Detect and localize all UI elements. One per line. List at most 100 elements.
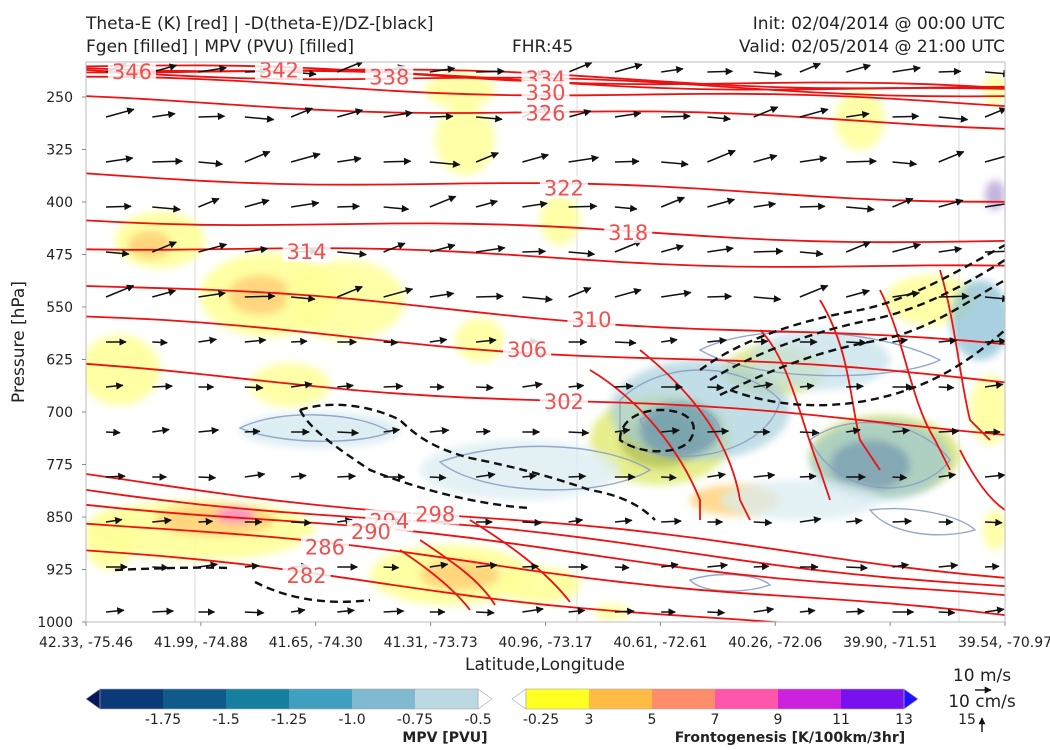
wind-vector — [522, 562, 540, 571]
wind-key: 10 m/s 10 cm/s — [948, 666, 1016, 732]
wind-vector — [892, 290, 920, 298]
wind-vector — [198, 65, 227, 73]
wind-vector — [337, 472, 357, 481]
theta-e-contour — [86, 503, 1005, 596]
wind-vector — [152, 517, 172, 525]
wind-vector — [290, 152, 321, 163]
wind-vector — [661, 517, 682, 526]
wind-vector — [984, 471, 1005, 480]
colorbar-tick-label: 11 — [832, 712, 850, 728]
wind-vector — [892, 112, 920, 121]
wind-vector — [846, 338, 867, 347]
y-tick-label: 775 — [46, 458, 73, 474]
wind-vector — [568, 249, 596, 258]
wind-vector — [429, 195, 457, 208]
theta-e-contour — [86, 522, 1005, 616]
wind-vector — [892, 473, 908, 482]
wind-vector — [383, 607, 405, 616]
wind-vector — [522, 152, 550, 163]
theta-e-label: 290 — [351, 520, 391, 544]
valid-time: Valid: 02/05/2014 @ 21:00 UTC — [739, 37, 1005, 57]
wind-vector — [244, 471, 266, 479]
fgen-colorbar-label: Frontogenesis [K/100km/3hr] — [675, 730, 905, 746]
wind-vector — [661, 473, 677, 482]
wind-vector — [661, 289, 692, 298]
wind-vector — [244, 427, 261, 436]
wind-vector — [198, 426, 220, 435]
colorbar-tick-label: -1.0 — [338, 712, 365, 728]
wind-vector — [846, 427, 861, 435]
wind-vector — [661, 112, 691, 121]
wind-vector — [383, 338, 399, 347]
colorbar-frame — [525, 688, 905, 710]
wind-vector — [938, 337, 958, 345]
wind-vector — [337, 62, 364, 73]
wind-vector — [291, 518, 312, 527]
wind-vector — [799, 472, 817, 481]
theta-e-front-contours — [399, 269, 1005, 611]
wind-vector — [152, 288, 177, 298]
wind-vector — [707, 67, 734, 76]
wind-vector — [799, 155, 828, 163]
wind-vector — [522, 295, 553, 303]
wind-vector — [707, 608, 726, 617]
wind-vector — [198, 112, 226, 121]
wind-vector — [337, 108, 364, 118]
theta-e-label: 286 — [305, 535, 345, 559]
wind-vector — [244, 292, 276, 301]
mpv-colorbar: -1.75 -1.5 -1.25 -1.0 -0.75 -0.5 -0.25 — [85, 688, 559, 728]
colorbar-tick-label: -1.25 — [271, 712, 307, 728]
theta-e-label-bg — [300, 535, 349, 558]
wind-vector — [105, 284, 135, 298]
wind-vector — [707, 149, 736, 163]
theta-e-label: 302 — [544, 390, 584, 414]
wind-vector — [938, 292, 970, 301]
theta-e-label-bg — [282, 564, 331, 587]
x-tick-label: 40.96, -73.17 — [498, 635, 592, 651]
x-tick-label: 39.90, -71.51 — [843, 635, 937, 651]
fgen-colorbar: 3 5 7 9 11 13 15 — [511, 688, 976, 728]
wind-vector — [799, 107, 829, 118]
wind-vector — [661, 427, 680, 435]
wind-vector — [337, 382, 354, 390]
wind-vector — [105, 202, 132, 211]
wind-vector — [429, 561, 449, 570]
wind-vector — [383, 382, 404, 391]
forecast-hour: FHR:45 — [512, 37, 574, 57]
wind-vector — [846, 157, 877, 166]
wind-vector — [753, 295, 782, 303]
wind-vector — [429, 243, 456, 253]
wind-vector — [753, 518, 773, 527]
wind-vector — [522, 472, 538, 481]
wind-vector — [707, 197, 736, 208]
wind-vector — [291, 472, 307, 480]
wind-vector — [892, 197, 914, 208]
wind-vector — [105, 607, 125, 615]
colorbar-tick-label: -0.5 — [464, 712, 491, 728]
x-tick-label: 40.61, -72.61 — [613, 635, 707, 651]
wind-vector — [799, 382, 815, 391]
wind-vector — [799, 249, 824, 258]
theta-e-label-bg — [539, 176, 588, 199]
wind-vector — [984, 381, 1004, 390]
wind-vector — [753, 471, 776, 480]
wind-vector — [105, 428, 121, 437]
wind-vector — [846, 110, 870, 119]
wind-vector — [522, 606, 544, 614]
wind-vector — [707, 245, 734, 253]
wind-vector — [938, 427, 960, 436]
wind-vector — [290, 107, 313, 118]
wind-vector — [568, 472, 587, 481]
wind-vector — [845, 63, 872, 73]
wind-vector — [753, 70, 783, 78]
wind-vector — [337, 202, 361, 211]
wind-vector — [799, 516, 822, 524]
theta-e-label: 342 — [259, 59, 299, 83]
wind-vector — [707, 383, 725, 392]
theta-e-label: 306 — [507, 338, 547, 362]
wind-vector — [383, 204, 410, 213]
wind-vector — [799, 428, 820, 437]
x-tick-label: 41.65, -74.30 — [269, 635, 363, 651]
wind-vector — [198, 561, 219, 569]
wind-vector — [614, 157, 640, 166]
